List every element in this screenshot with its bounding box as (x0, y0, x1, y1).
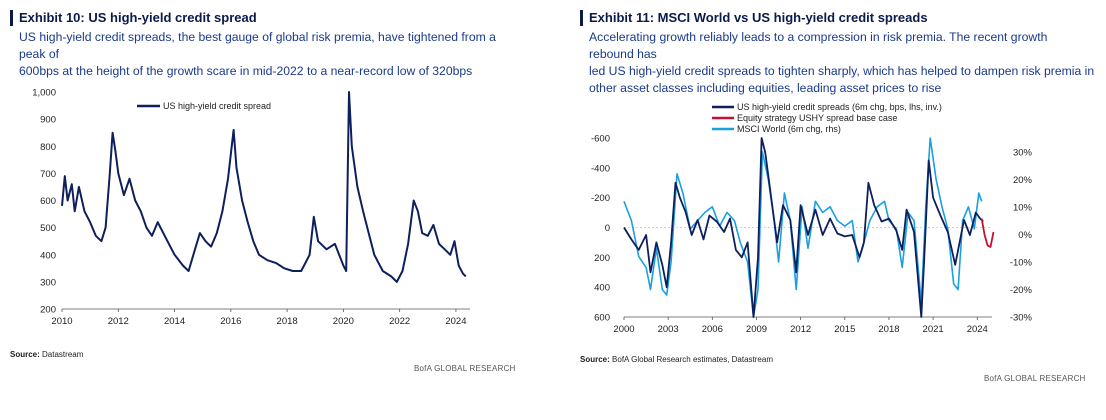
x-tick-label: 2003 (658, 324, 679, 335)
x-tick-label: 2014 (164, 316, 185, 327)
exhibit-10-panel: Exhibit 10: US high-yield credit spread … (10, 10, 520, 410)
x-tick-label: 2010 (51, 316, 72, 327)
x-tick-label: 2006 (702, 324, 723, 335)
left-y-tick-label: 0 (605, 223, 610, 234)
hy-spread-change-series-line (623, 137, 984, 318)
x-tick-label: 2021 (923, 324, 944, 335)
legend-label: Equity strategy USHY spread base case (737, 113, 897, 123)
exhibit-11-source: Source: BofA Global Research estimates, … (580, 355, 773, 364)
y-tick-label: 200 (40, 305, 56, 316)
right-y-tick-label: 30% (1013, 147, 1033, 158)
exhibit-11-subtitle-line: other asset classes including equities, … (589, 81, 942, 95)
source-text: BofA Global Research estimates, Datastre… (612, 355, 773, 364)
hy-spread-chart: 200 300 400 500 600 700 800 900 1,000 2010 2012 201… (32, 88, 470, 327)
y-tick-label: 400 (40, 250, 56, 261)
x-tick-label: 2024 (445, 316, 466, 327)
exhibit-10-subtitle-line: US high-yield credit spreads, the best g… (19, 30, 496, 61)
x-tick-label: 2018 (277, 316, 298, 327)
legend-label: US high-yield credit spreads (6m chg, bp… (737, 102, 942, 112)
right-y-tick-label: 10% (1013, 202, 1033, 213)
hy-spread-series-line (61, 91, 467, 283)
exhibit-11-subtitle-line: led US high-yield credit spreads to tigh… (589, 64, 1095, 78)
x-tick-label: 2012 (790, 324, 811, 335)
x-tick-label: 2020 (333, 316, 354, 327)
source-label: Source: (10, 350, 40, 359)
left-y-tick-label: -400 (591, 163, 610, 174)
x-tick-label: 2024 (967, 324, 988, 335)
exhibit-11-subtitle-line: Accelerating growth reliably leads to a … (589, 30, 1048, 61)
right-y-tick-label: 20% (1013, 175, 1033, 186)
x-tick-label: 2015 (834, 324, 855, 335)
x-tick-label: 2012 (108, 316, 129, 327)
left-y-tick-label: 600 (594, 313, 610, 324)
x-tick-label: 2000 (613, 324, 634, 335)
left-y-tick-label: -600 (591, 134, 610, 145)
exhibit-10-source: Source: Datastream (10, 350, 83, 359)
y-tick-label: 700 (40, 169, 56, 180)
right-y-tick-label: 0% (1018, 230, 1032, 241)
exhibit-11-title: Exhibit 11: MSCI World vs US high-yield … (580, 10, 928, 26)
x-tick-label: 2022 (389, 316, 410, 327)
brand-label: BofA GLOBAL RESEARCH (984, 374, 1086, 383)
exhibit-11-subtitle: Accelerating growth reliably leads to a … (589, 29, 1095, 97)
right-y-tick-label: -10% (1010, 257, 1033, 268)
base-case-series-line (980, 218, 995, 248)
right-y-tick-label: -20% (1010, 285, 1033, 296)
x-tick-label: 2009 (746, 324, 767, 335)
legend-label: US high-yield credit spread (163, 101, 271, 111)
left-y-tick-label: -200 (591, 193, 610, 204)
exhibit-10-subtitle: US high-yield credit spreads, the best g… (19, 29, 520, 80)
left-y-tick-label: 200 (594, 253, 610, 264)
left-y-tick-label: 400 (594, 283, 610, 294)
source-text: Datastream (42, 350, 84, 359)
exhibit-11-panel: Exhibit 11: MSCI World vs US high-yield … (580, 10, 1095, 410)
y-tick-label: 300 (40, 277, 56, 288)
exhibit-10-title: Exhibit 10: US high-yield credit spread (10, 10, 257, 26)
y-tick-label: 900 (40, 115, 56, 126)
exhibit-10-subtitle-line: 600bps at the height of the growth scare… (19, 64, 473, 78)
msci-vs-hy-chart: -600 -400 -200 0 200 400 600 -30% -20% -10% 0% 10% 2… (591, 102, 1033, 335)
x-tick-label: 2018 (878, 324, 899, 335)
x-tick-label: 2016 (220, 316, 241, 327)
source-label: Source: (580, 355, 610, 364)
legend-label: MSCI World (6m chg, rhs) (737, 124, 841, 134)
right-y-tick-label: -30% (1010, 313, 1033, 324)
brand-label: BofA GLOBAL RESEARCH (414, 364, 516, 373)
y-tick-label: 600 (40, 196, 56, 207)
y-tick-label: 800 (40, 142, 56, 153)
y-tick-label: 500 (40, 223, 56, 234)
msci-world-series-line (623, 137, 983, 318)
y-tick-label: 1,000 (32, 88, 56, 99)
